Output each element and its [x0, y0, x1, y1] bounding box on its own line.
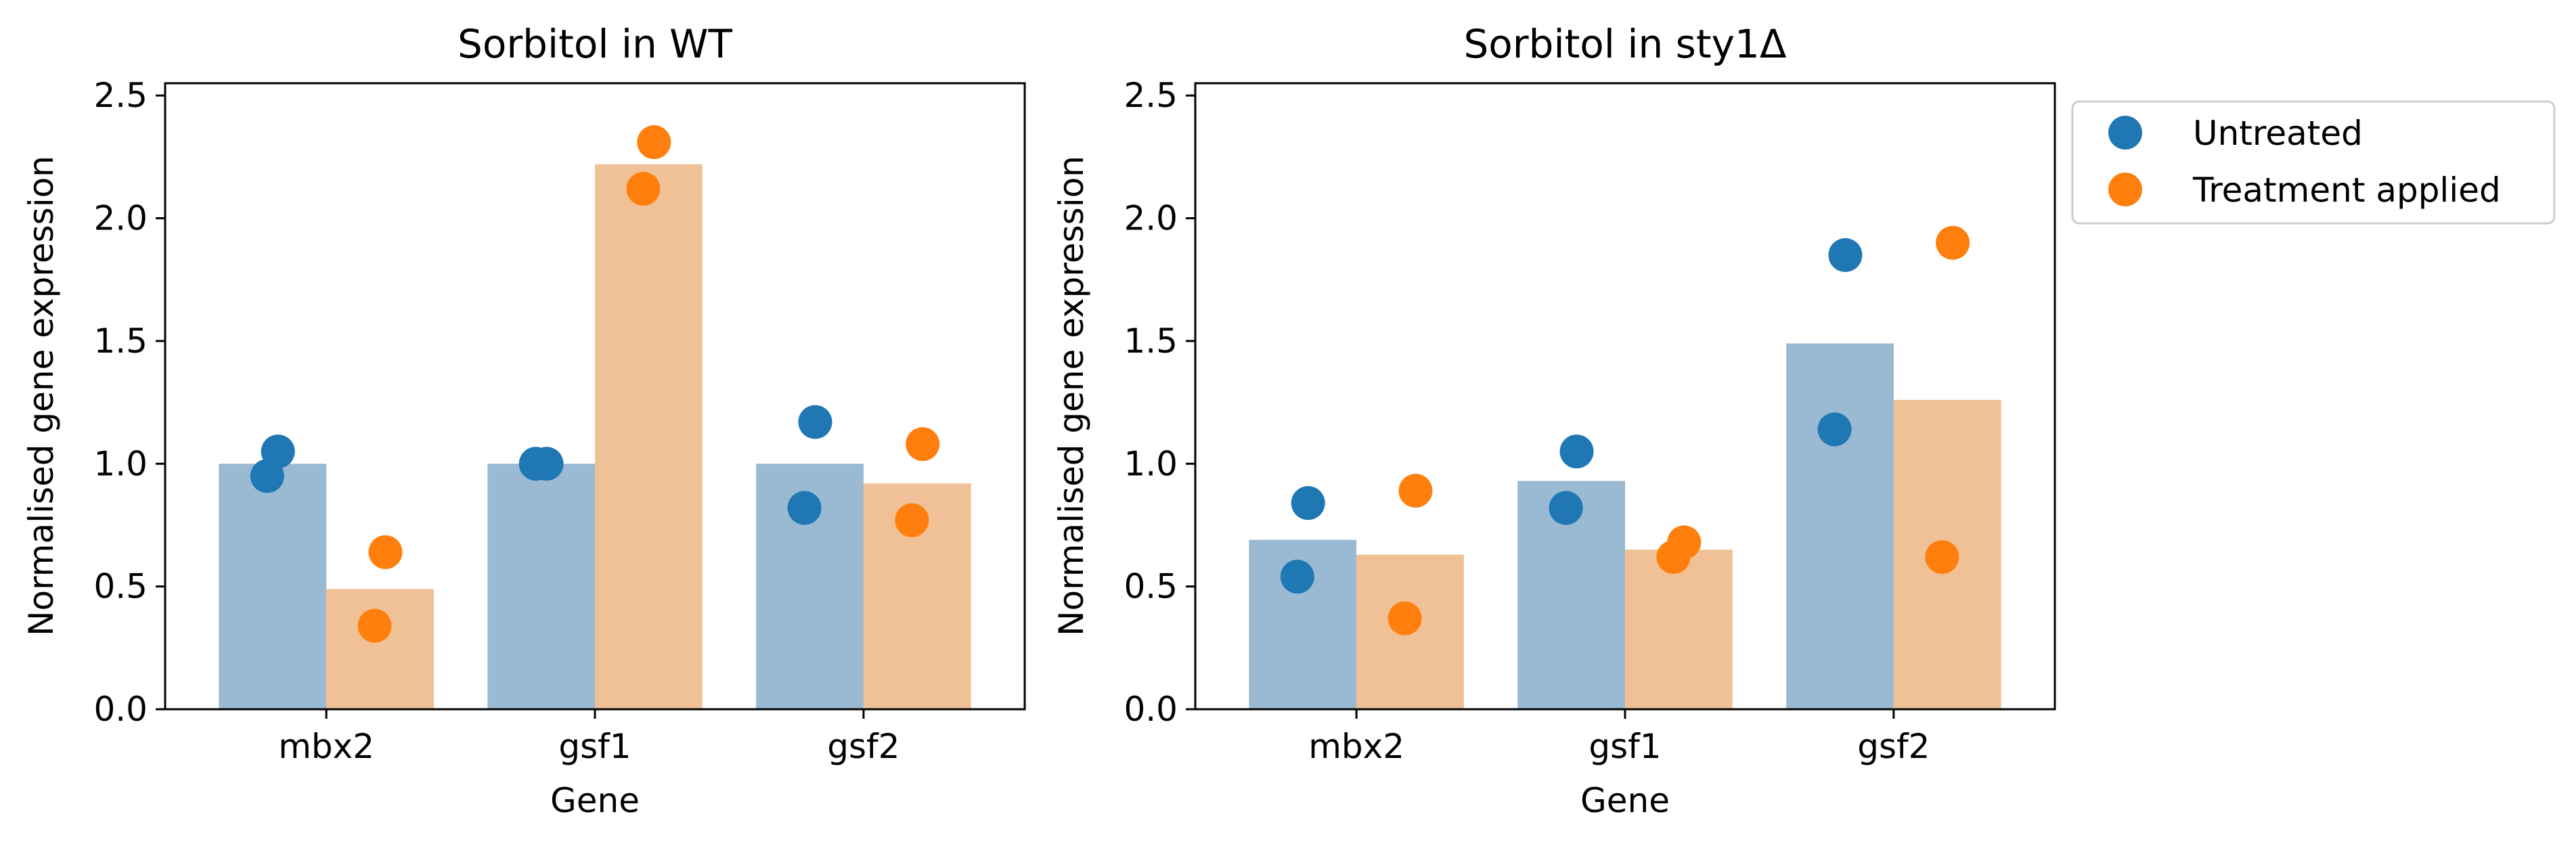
point-treated-mbx2 — [1398, 474, 1433, 508]
bar-untreated-gsf2 — [1786, 343, 1894, 710]
y-tick-label: 0.0 — [1124, 690, 1178, 729]
y-tick-label: 1.0 — [93, 444, 148, 483]
x-tick-label: gsf1 — [558, 727, 631, 766]
y-tick-label: 0.5 — [93, 567, 148, 606]
point-untreated-gsf1 — [1559, 434, 1594, 469]
legend-label-treated: Treatment applied — [2192, 171, 2501, 210]
point-untreated-gsf2 — [1817, 412, 1852, 447]
point-untreated-gsf2 — [1828, 238, 1863, 272]
point-untreated-gsf2 — [787, 491, 822, 525]
legend: Untreated Treatment applied — [2071, 100, 2556, 225]
point-untreated-mbx2 — [1291, 486, 1325, 520]
bar-treated-mbx2 — [326, 589, 434, 709]
point-group — [250, 125, 940, 643]
point-treated-gsf2 — [906, 427, 940, 462]
y-axis-label: Normalised gene expression — [1052, 156, 1091, 636]
point-treated-gsf1 — [626, 171, 661, 206]
chart-panel-wt: 0.0 0.5 1.0 1.5 2.0 2.5 mbx2 gsf1 gsf2 Sorbitol… — [22, 21, 1026, 820]
y-tick-label: 0.5 — [1124, 567, 1178, 606]
y-tick-label: 1.0 — [1124, 444, 1178, 483]
point-group — [1280, 225, 1970, 635]
y-tick-group: 0.0 0.5 1.0 1.5 2.0 2.5 — [93, 76, 165, 729]
point-untreated-mbx2 — [1280, 560, 1314, 594]
y-tick-label: 1.5 — [93, 321, 148, 361]
point-treated-mbx2 — [1387, 601, 1422, 635]
bar-group — [1249, 343, 2001, 710]
point-treated-gsf2 — [895, 503, 929, 537]
x-axis-label: Gene — [550, 781, 640, 820]
bar-untreated-mbx2 — [219, 464, 327, 709]
legend-marker-treated — [2108, 173, 2142, 206]
x-tick-label: mbx2 — [1308, 727, 1404, 766]
chart-title: Sorbitol in sty1Δ — [1463, 21, 1786, 67]
x-tick-label: mbx2 — [278, 727, 374, 766]
point-treated-gsf1 — [637, 125, 671, 160]
point-treated-gsf2 — [1925, 540, 1959, 575]
bar-treated-gsf1 — [1625, 550, 1733, 709]
chart-title: Sorbitol in WT — [458, 21, 733, 67]
point-treated-gsf2 — [1936, 225, 1970, 260]
x-tick-label: gsf2 — [827, 727, 900, 766]
bar-treated-gsf1 — [595, 164, 703, 710]
y-tick-label: 1.5 — [1124, 321, 1178, 361]
y-tick-label: 2.0 — [1124, 199, 1178, 238]
legend-marker-untreated — [2108, 116, 2142, 150]
bar-untreated-gsf1 — [487, 464, 595, 709]
point-untreated-gsf1 — [518, 447, 553, 481]
y-axis-label: Normalised gene expression — [22, 156, 61, 636]
legend-box — [2071, 100, 2556, 225]
y-tick-label: 2.5 — [93, 76, 148, 115]
point-untreated-gsf2 — [798, 405, 832, 439]
y-tick-group: 0.0 0.5 1.0 1.5 2.0 2.5 — [1124, 76, 1195, 729]
chart-panel-sty1: 0.0 0.5 1.0 1.5 2.0 2.5 mbx2 gsf1 gsf2 Sorbitol… — [1052, 21, 2056, 820]
y-tick-label: 0.0 — [93, 690, 148, 729]
legend-label-untreated: Untreated — [2193, 114, 2363, 153]
point-treated-gsf1 — [1656, 540, 1691, 575]
x-axis-label: Gene — [1580, 781, 1670, 820]
x-tick-group: mbx2 gsf1 gsf2 — [278, 709, 900, 766]
point-untreated-mbx2 — [250, 459, 284, 493]
point-untreated-gsf1 — [1549, 491, 1583, 525]
y-tick-label: 2.5 — [1124, 76, 1178, 115]
bar-group — [219, 164, 971, 710]
x-tick-group: mbx2 gsf1 gsf2 — [1308, 709, 1930, 766]
y-tick-label: 2.0 — [93, 199, 148, 238]
point-treated-mbx2 — [357, 608, 392, 643]
x-tick-label: gsf2 — [1857, 727, 1930, 766]
x-tick-label: gsf1 — [1589, 727, 1661, 766]
point-treated-mbx2 — [368, 535, 403, 569]
